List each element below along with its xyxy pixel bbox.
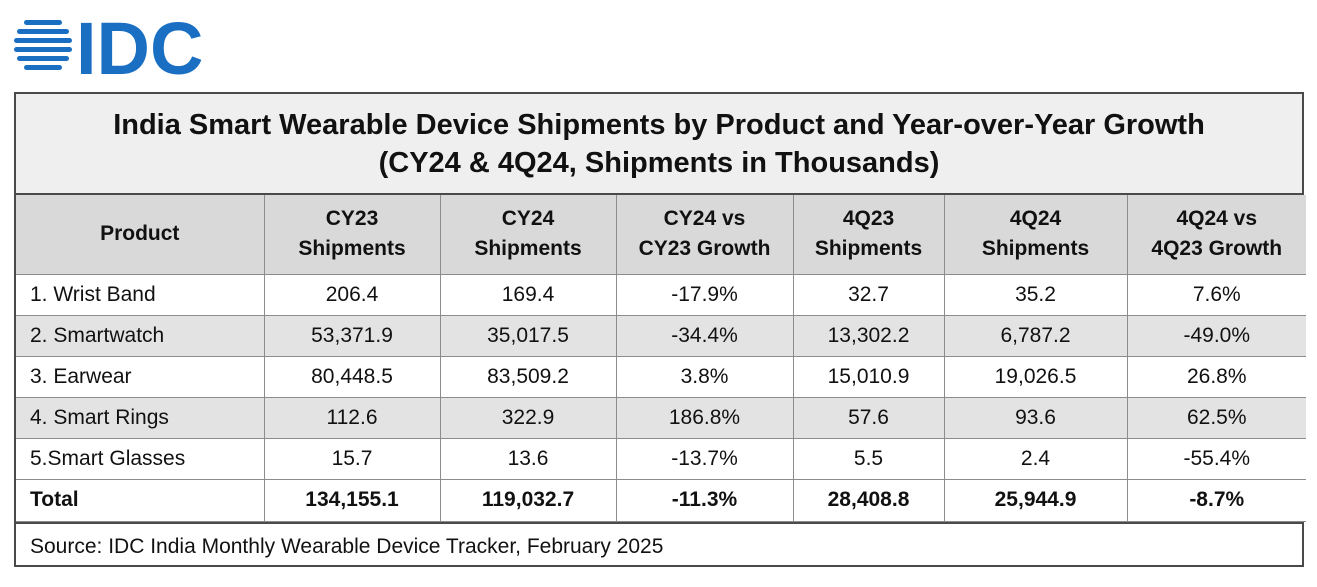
total-cell: 134,155.1 <box>263 478 441 522</box>
table-cell: 15,010.9 <box>792 355 945 398</box>
table-cell: 83,509.2 <box>439 355 617 398</box>
table-cell: 32.7 <box>792 273 945 316</box>
table-cell: 5.5 <box>792 437 945 480</box>
table-cell: 93.6 <box>943 396 1128 439</box>
column-header-4q24-shipments: 4Q24 Shipments <box>943 195 1128 275</box>
table-cell: 112.6 <box>263 396 441 439</box>
table-cell: 7.6% <box>1126 273 1306 316</box>
total-label-cell: Total <box>16 478 265 522</box>
column-header-cy-growth: CY24 vs CY23 Growth <box>615 195 794 275</box>
shipments-table-panel: India Smart Wearable Device Shipments by… <box>14 92 1306 567</box>
table-cell: -49.0% <box>1126 314 1306 357</box>
total-cell: 119,032.7 <box>439 478 617 522</box>
idc-logo-mark: IDC <box>14 10 203 80</box>
table-cell: 322.9 <box>439 396 617 439</box>
table-row: 4. Smart Rings 112.6 322.9 186.8% 57.6 9… <box>16 396 1306 439</box>
column-header-4q23-shipments: 4Q23 Shipments <box>792 195 945 275</box>
total-cell: -11.3% <box>615 478 794 522</box>
shipments-table: Product CY23 Shipments CY24 Shipments CY24… <box>16 195 1306 522</box>
table-cell: -13.7% <box>615 437 794 480</box>
product-cell: 5.Smart Glasses <box>16 437 265 480</box>
table-cell: 57.6 <box>792 396 945 439</box>
table-row: 1. Wrist Band 206.4 169.4 -17.9% 32.7 35… <box>16 273 1306 316</box>
product-cell: 2. Smartwatch <box>16 314 265 357</box>
title-line-2: (CY24 & 4Q24, Shipments in Thousands) <box>378 146 940 179</box>
idc-logo: IDC <box>14 10 224 80</box>
table-cell: 15.7 <box>263 437 441 480</box>
total-cell: -8.7% <box>1126 478 1306 522</box>
table-cell: 6,787.2 <box>943 314 1128 357</box>
table-row: 2. Smartwatch 53,371.9 35,017.5 -34.4% 1… <box>16 314 1306 357</box>
header-row: Product CY23 Shipments CY24 Shipments CY24… <box>16 195 1306 275</box>
table-cell: -55.4% <box>1126 437 1306 480</box>
column-header-product: Product <box>16 195 265 275</box>
total-cell: 28,408.8 <box>792 478 945 522</box>
table-cell: 206.4 <box>263 273 441 316</box>
table-cell: -17.9% <box>615 273 794 316</box>
table-cell: 13,302.2 <box>792 314 945 357</box>
table-cell: -34.4% <box>615 314 794 357</box>
column-header-cy24-shipments: CY24 Shipments <box>439 195 617 275</box>
source-note: Source: IDC India Monthly Wearable Devic… <box>16 521 1302 571</box>
table-cell: 19,026.5 <box>943 355 1128 398</box>
column-header-q-growth: 4Q24 vs 4Q23 Growth <box>1126 195 1306 275</box>
product-cell: 1. Wrist Band <box>16 273 265 316</box>
table-cell: 53,371.9 <box>263 314 441 357</box>
title-line-1: India Smart Wearable Device Shipments by… <box>113 108 1205 141</box>
table-cell: 35,017.5 <box>439 314 617 357</box>
table-cell: 2.4 <box>943 437 1128 480</box>
total-row: Total 134,155.1 119,032.7 -11.3% 28,408.… <box>16 478 1306 522</box>
table-title: India Smart Wearable Device Shipments by… <box>16 94 1302 195</box>
total-cell: 25,944.9 <box>943 478 1128 522</box>
product-cell: 4. Smart Rings <box>16 396 265 439</box>
table-row: 5.Smart Glasses 15.7 13.6 -13.7% 5.5 2.4… <box>16 437 1306 480</box>
table-cell: 3.8% <box>615 355 794 398</box>
table-cell: 169.4 <box>439 273 617 316</box>
table-cell: 35.2 <box>943 273 1128 316</box>
table-cell: 186.8% <box>615 396 794 439</box>
column-header-cy23-shipments: CY23 Shipments <box>263 195 441 275</box>
table-row: 3. Earwear 80,448.5 83,509.2 3.8% 15,010… <box>16 355 1306 398</box>
table-cell: 26.8% <box>1126 355 1306 398</box>
table-cell: 80,448.5 <box>263 355 441 398</box>
logo-text: IDC <box>76 10 203 80</box>
table-cell: 62.5% <box>1126 396 1306 439</box>
product-cell: 3. Earwear <box>16 355 265 398</box>
table-cell: 13.6 <box>439 437 617 480</box>
